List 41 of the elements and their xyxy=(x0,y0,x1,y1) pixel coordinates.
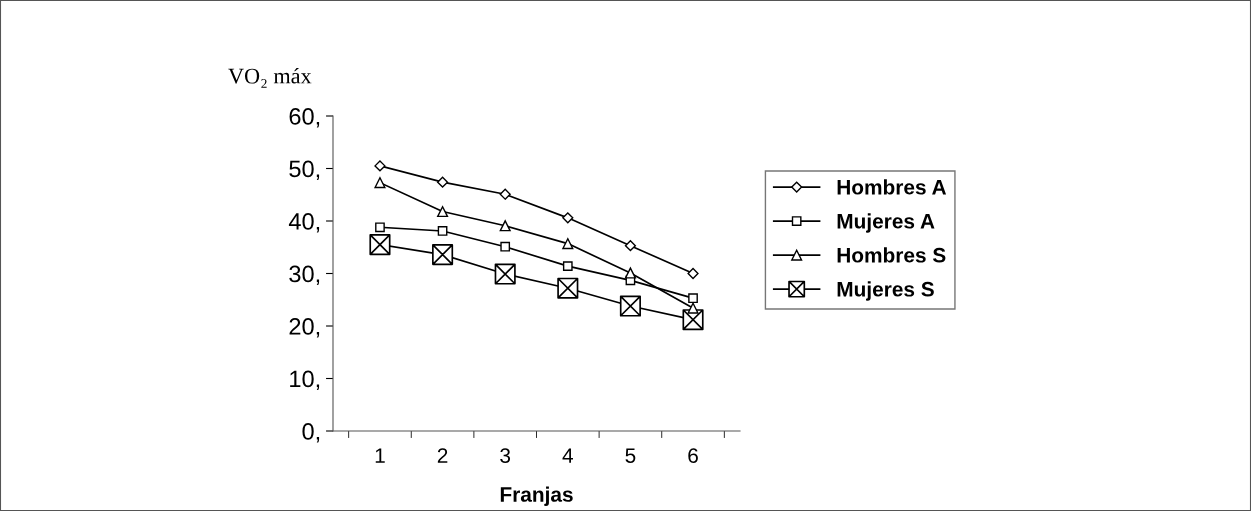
x-tick-label: 6 xyxy=(688,448,698,463)
point xyxy=(624,267,636,279)
point xyxy=(624,240,637,252)
point xyxy=(436,176,449,188)
x-axis-title: Franjas xyxy=(500,486,573,506)
y-tick-label: 20, xyxy=(289,318,320,338)
legend-label: Mujeres A xyxy=(837,213,935,233)
point xyxy=(687,302,699,314)
point xyxy=(494,263,516,285)
legend-label: Hombres A xyxy=(837,179,947,195)
point xyxy=(500,241,511,252)
point xyxy=(437,226,448,236)
point xyxy=(619,295,641,317)
y-tick-label: 0, xyxy=(302,423,320,443)
x-tick-label: 4 xyxy=(562,448,573,463)
y-tick-label: 30, xyxy=(289,265,320,286)
legend-label: Hombres S xyxy=(837,247,946,263)
point xyxy=(374,177,386,189)
point xyxy=(499,188,511,200)
x-tick-label: 5 xyxy=(625,448,636,463)
point xyxy=(375,222,385,233)
x-tick-label: 3 xyxy=(500,448,511,463)
y-tick-label: 40, xyxy=(288,213,320,233)
point xyxy=(562,212,574,224)
y-tick-label: 50, xyxy=(289,160,320,181)
point xyxy=(374,160,386,172)
point xyxy=(369,234,391,256)
point xyxy=(688,293,698,304)
y-tick-label: 60, xyxy=(289,108,320,128)
x-tick-label: 2 xyxy=(437,448,448,463)
point xyxy=(562,238,574,250)
point xyxy=(687,267,699,280)
y-axis-title: VO₂ máx xyxy=(228,67,312,88)
point xyxy=(499,220,511,232)
x-tick-label: 1 xyxy=(375,448,385,463)
point xyxy=(432,244,454,266)
point xyxy=(437,205,449,218)
legend-label: Mujeres S xyxy=(837,281,934,301)
point xyxy=(557,277,579,299)
y-tick-label: 10, xyxy=(290,370,320,391)
point xyxy=(562,261,573,272)
